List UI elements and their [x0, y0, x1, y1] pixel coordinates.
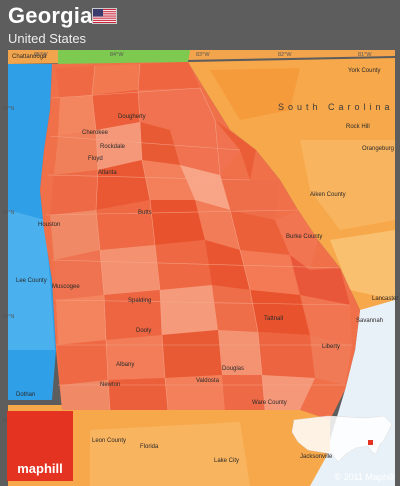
florida-light [90, 422, 250, 486]
place-label: Lake City [214, 458, 239, 464]
place-label: Cherokee [82, 130, 109, 136]
place-label: Dooly [136, 328, 151, 334]
place-label: Liberty [322, 344, 340, 350]
georgia-map[interactable]: 85°W 84°W 83°W 82°W 81°W 34°N 33°N 32°N … [0, 50, 400, 486]
country-subtitle: United States [8, 31, 87, 46]
georgia-locator [368, 440, 373, 445]
coord-label: 82°W [278, 52, 292, 58]
place-labels: Chattanooga Dougherty Cherokee Rockdale … [12, 54, 398, 464]
south-carolina-region [188, 58, 395, 350]
us-inset-map [291, 415, 393, 463]
place-label: Atlanta [98, 170, 117, 176]
place-label: Rockdale [100, 144, 126, 150]
page-title: Georgia [8, 3, 93, 28]
header-bar: Georgia United States [0, 0, 400, 50]
place-label: Dougherty [118, 114, 146, 120]
us-flag-icon [92, 8, 117, 24]
place-label: York County [348, 68, 380, 74]
coord-label: 81°W [358, 52, 372, 58]
place-label: Newton [100, 382, 120, 388]
coord-label: 32°N [2, 314, 14, 320]
coord-label: 34°N [2, 106, 14, 112]
county-shading [50, 62, 352, 410]
place-label: Savannah [356, 318, 383, 324]
place-label: Albany [116, 362, 134, 368]
place-label: Floyd [88, 156, 103, 162]
coord-label: 85°W [34, 52, 48, 58]
place-label: Douglas [222, 366, 244, 372]
place-label: Dothan [16, 392, 35, 398]
place-label: Jacksonville [300, 454, 333, 460]
place-label: Burke County [286, 234, 322, 240]
place-label: Chattanooga [12, 54, 47, 60]
maphill-logo[interactable]: maphill [7, 411, 73, 481]
place-label: Spalding [128, 298, 151, 304]
copyright-notice: © 2011 Maphill [334, 472, 395, 482]
place-label: Tattnall [264, 316, 283, 322]
tennessee-green [58, 50, 190, 64]
county-borders [45, 63, 352, 411]
sc-light-1 [300, 140, 395, 230]
place-label: Valdosta [196, 378, 220, 384]
logo-text: maphill [17, 461, 63, 476]
place-label: Lee County [16, 278, 47, 284]
place-label: Houston [38, 222, 60, 228]
place-label: Lancaster [372, 296, 398, 302]
us-outline [291, 415, 393, 463]
sc-light-2 [210, 68, 300, 120]
place-label: Butts [138, 210, 152, 216]
alabama-light [8, 210, 55, 350]
sc-light-3 [330, 230, 395, 300]
coord-label: 84°W [110, 52, 124, 58]
place-label: Leon County [92, 438, 126, 444]
place-label: Orangeburg [362, 146, 394, 152]
place-label: Muscogee [52, 284, 80, 290]
coord-label: 83°W [196, 52, 210, 58]
place-label: Aiken County [310, 192, 346, 198]
place-label: Ware County [252, 400, 287, 406]
state-label: South Carolina [278, 102, 394, 112]
coord-label: 33°N [2, 210, 14, 216]
place-label: Florida [140, 444, 159, 450]
place-label: Rock Hill [346, 124, 370, 130]
